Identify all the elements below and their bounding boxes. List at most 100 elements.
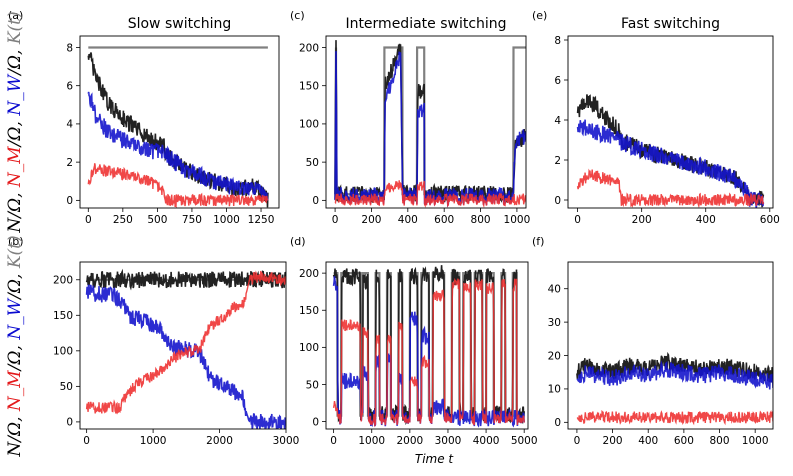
y-tick-label: 50 (60, 381, 73, 393)
panel-label: (c) (290, 9, 305, 22)
series-line-n-w (87, 91, 269, 202)
y-tick-label: 2 (554, 155, 561, 167)
y-axis-label-bottom: N/Ω, N_M/Ω, N_W/Ω, K(t) (5, 235, 25, 457)
y-tick-label: 200 (299, 42, 319, 54)
y-axis-label-part: N_M (5, 146, 25, 188)
x-tick-label: 1000 (213, 214, 240, 226)
y-axis-label-part: K(t) (5, 11, 25, 45)
x-tick-label: 1000 (742, 435, 769, 447)
y-tick-label: 6 (554, 75, 561, 87)
x-tick-label: 3000 (273, 435, 300, 447)
series-group (576, 94, 765, 208)
x-tick-label: 400 (696, 214, 716, 226)
x-tick-label: 2000 (396, 435, 423, 447)
series-group (576, 351, 773, 426)
y-tick-label: 40 (548, 284, 561, 296)
series-line-n (332, 265, 525, 426)
y-tick-label: 50 (306, 157, 319, 169)
chart-panel-b: 0 1000 2000 3000 0 50 100 150 200 (b) (8, 235, 299, 447)
series-line-n-m (332, 277, 525, 428)
y-axis-label-top: N/Ω, N_M/Ω, N_W/Ω, K(t) (5, 11, 25, 233)
y-tick-label: 8 (554, 35, 561, 47)
y-tick-label: 200 (53, 275, 73, 287)
x-tick-label: 3000 (435, 435, 462, 447)
series-group (85, 268, 286, 429)
plot-frame (325, 261, 529, 430)
y-tick-label: 0 (66, 417, 73, 429)
y-tick-label: 0 (554, 195, 561, 207)
x-tick-label: 0 (574, 214, 581, 226)
y-axis-label-part: /Ω, (5, 116, 25, 149)
series-line-n-w (332, 276, 525, 428)
x-tick-label: 5000 (511, 435, 538, 447)
series-line-n-m (576, 409, 773, 426)
y-tick-label: 50 (306, 379, 319, 391)
y-axis-label-part: N_W (5, 73, 25, 116)
x-tick-label: 600 (760, 214, 780, 226)
series-group (87, 46, 269, 208)
x-tick-label: 0 (85, 214, 92, 226)
y-tick-label: 4 (66, 119, 73, 131)
series-line-n-w (576, 119, 765, 208)
x-tick-label: 400 (398, 214, 418, 226)
y-axis-label-text: N/Ω, N_M/Ω, N_W/Ω, K(t) (5, 235, 25, 457)
chart-title: Intermediate switching (345, 16, 506, 32)
x-tick-label: 200 (361, 214, 381, 226)
plot-frame (79, 35, 280, 209)
y-axis-label-part: /Ω, (5, 340, 25, 373)
y-axis-label-part: /Ω, (5, 411, 25, 444)
chart-panel-d: 0 1000 2000 3000 4000 5000 0 50 100 150 200 (d) (290, 235, 538, 447)
y-tick-label: 20 (548, 350, 561, 362)
x-tick-label: 500 (147, 214, 167, 226)
y-axis-label-part: K(t) (5, 235, 25, 269)
x-tick-label: 800 (471, 214, 491, 226)
panel-label: (e) (532, 9, 547, 22)
x-tick-label: 1250 (248, 214, 275, 226)
y-axis-label-part: N (5, 441, 25, 458)
x-tick-label: 600 (674, 435, 694, 447)
y-tick-label: 150 (299, 305, 319, 317)
y-tick-label: 100 (299, 342, 319, 354)
chart-panel-a: 0 250 500 750 1000 1250 0 2 4 6 8 Slow switching (a) (8, 9, 280, 226)
y-tick-label: 2 (66, 157, 73, 169)
y-tick-label: 0 (312, 195, 319, 207)
chart-panel-f: 0 200 400 600 800 1000 0 10 20 30 40 (f) (532, 235, 774, 447)
x-axis-label: Time t (415, 452, 455, 466)
series-line-n-m (87, 163, 269, 208)
y-tick-label: 8 (66, 42, 73, 54)
y-tick-label: 150 (299, 80, 319, 92)
plot-frame (567, 35, 774, 209)
plot-frame (567, 261, 774, 430)
x-tick-label: 400 (638, 435, 658, 447)
chart-title: Fast switching (621, 16, 720, 32)
y-tick-label: 0 (312, 416, 319, 428)
series-line-n-m (85, 270, 286, 415)
x-tick-label: 0 (332, 214, 339, 226)
panel-label: (b) (8, 235, 24, 248)
y-tick-label: 10 (548, 384, 561, 396)
series-group (334, 40, 526, 208)
panel-label: (a) (8, 9, 23, 22)
y-axis-label-part: /Ω, (5, 268, 25, 301)
panel-label: (d) (290, 235, 306, 248)
series-line-n (334, 40, 526, 204)
x-tick-label: 2000 (206, 435, 233, 447)
y-axis-label-part: N_W (5, 297, 25, 340)
y-tick-label: 30 (548, 317, 561, 329)
y-tick-label: 100 (299, 119, 319, 131)
chart-panel-e: 0 200 400 600 0 2 4 6 8 Fast switching (e) (532, 9, 780, 226)
plot-frame (79, 261, 287, 430)
y-axis-label-part: /Ω, (5, 187, 25, 220)
plot-frame (325, 35, 527, 209)
x-tick-label: 600 (434, 214, 454, 226)
y-tick-label: 0 (66, 195, 73, 207)
series-line-n (576, 94, 765, 208)
y-tick-label: 100 (53, 346, 73, 358)
series-line-k (334, 46, 526, 196)
y-axis-label-part: /Ω, (5, 44, 25, 77)
series-group (332, 265, 525, 428)
y-tick-label: 6 (66, 80, 73, 92)
y-axis-label-part: N_M (5, 370, 25, 412)
